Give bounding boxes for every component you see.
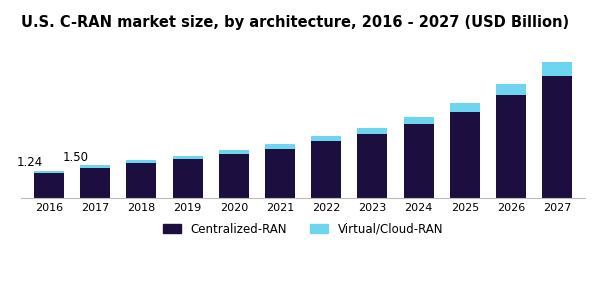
Bar <box>450 103 480 112</box>
Bar <box>80 168 110 198</box>
Text: 1.24: 1.24 <box>16 156 43 169</box>
Bar <box>219 154 249 198</box>
Bar <box>542 62 572 76</box>
Text: U.S. C-RAN market size, by architecture, 2016 - 2027 (USD Billion): U.S. C-RAN market size, by architecture,… <box>21 15 569 30</box>
Bar <box>219 150 249 154</box>
Bar <box>34 173 64 198</box>
Bar <box>404 117 434 124</box>
Text: 1.50: 1.50 <box>63 151 89 164</box>
Bar <box>358 134 388 198</box>
Bar <box>542 76 572 198</box>
Bar <box>265 144 295 149</box>
Bar <box>127 163 157 198</box>
Bar <box>34 171 64 173</box>
Legend: Centralized-RAN, Virtual/Cloud-RAN: Centralized-RAN, Virtual/Cloud-RAN <box>158 218 448 240</box>
Bar <box>80 165 110 168</box>
Bar <box>173 159 203 198</box>
Bar <box>311 141 341 198</box>
Bar <box>311 136 341 141</box>
Bar <box>404 124 434 198</box>
Bar <box>127 160 157 163</box>
Bar <box>358 128 388 134</box>
Bar <box>450 112 480 198</box>
Bar <box>265 149 295 198</box>
Bar <box>496 84 526 95</box>
Bar <box>496 95 526 198</box>
Bar <box>173 156 203 159</box>
